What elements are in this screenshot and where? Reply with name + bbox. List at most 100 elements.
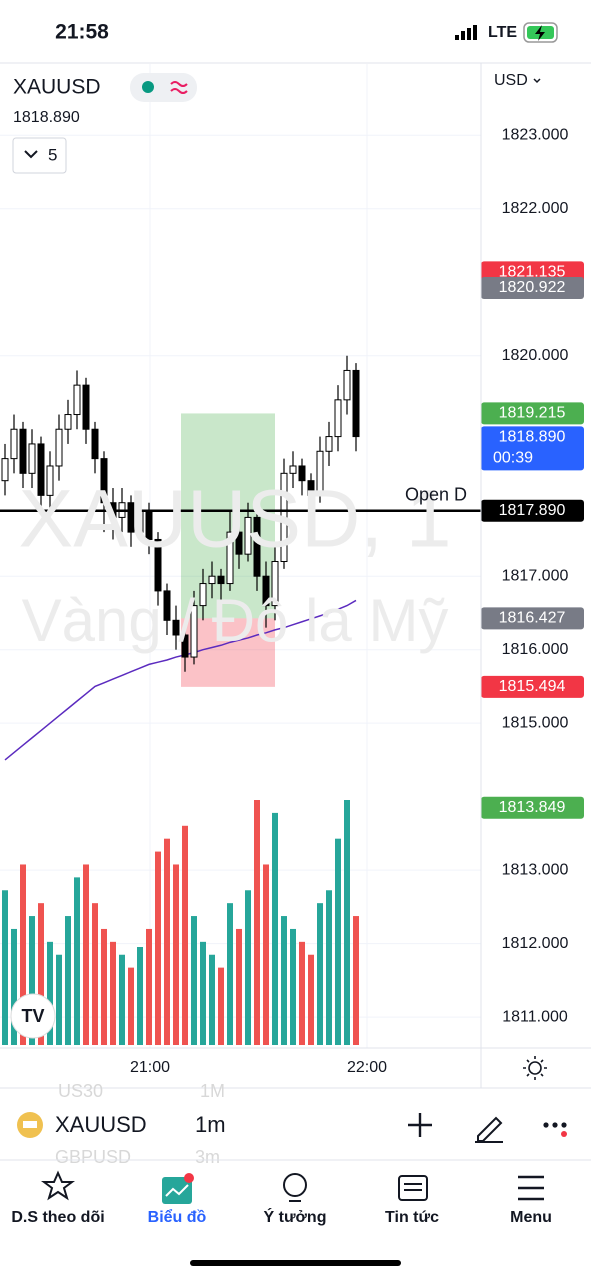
price-label-bg [481, 607, 584, 630]
ghost-symbol: US30 [58, 1081, 103, 1101]
candle-body [199, 583, 207, 607]
indicators-toggle[interactable] [12, 137, 67, 174]
volume-bar [335, 838, 341, 1045]
candle-body [163, 590, 171, 621]
settings-rays [523, 1056, 547, 1080]
y-tick-label: 1815.000 [502, 714, 569, 731]
nav-label[interactable]: D.S theo dõi [11, 1209, 104, 1226]
volume-bar [29, 916, 35, 1045]
nav-icon[interactable] [162, 1177, 192, 1204]
volume-bar [272, 812, 278, 1045]
price-label: 1817.890 [499, 502, 566, 519]
nav-icon[interactable] [398, 1175, 428, 1201]
nav-label[interactable]: Ý tưởng [264, 1207, 327, 1226]
toolbar: US30 1M GBPUSD 3m XAUUSD 1m [0, 1081, 591, 1167]
profit-zone [181, 413, 275, 619]
chevron [533, 78, 541, 84]
add-button[interactable] [408, 1113, 432, 1137]
nav-label[interactable]: Menu [510, 1209, 552, 1226]
more[interactable] [543, 1122, 549, 1128]
volume-bar [47, 941, 53, 1045]
volume-bar [83, 864, 89, 1045]
volume-bar [290, 928, 296, 1045]
candle-body [325, 436, 333, 452]
toolbar-symbol[interactable]: XAUUSD [55, 1112, 147, 1137]
signal [455, 35, 459, 40]
candle-body [172, 619, 180, 636]
status-bar: 21:58 LTE [55, 21, 558, 44]
volume-bar [101, 928, 107, 1045]
volume-bar [119, 954, 125, 1045]
volume-bar [200, 941, 206, 1045]
watermark: XAUUSD, 1 [19, 474, 452, 565]
volume-bar [182, 825, 188, 1045]
candle-body [73, 384, 81, 416]
nav-icon-lines [404, 1183, 422, 1191]
candle-body [280, 472, 288, 563]
candle-body [244, 516, 252, 555]
volume-bar [281, 916, 287, 1045]
toolbar-interval[interactable]: 1m [195, 1112, 226, 1137]
candle-body [10, 428, 18, 460]
nav-icon[interactable] [518, 1175, 544, 1201]
volume-bar [137, 947, 143, 1045]
candle-body [235, 531, 243, 555]
home-indicator [190, 1260, 401, 1266]
volume-bar [2, 890, 8, 1045]
candle-body [262, 575, 270, 607]
volume-bar [209, 954, 215, 1045]
draw-button[interactable] [475, 1116, 503, 1143]
clock: 21:58 [55, 21, 109, 44]
battery [523, 22, 558, 43]
volume-bar [11, 928, 17, 1045]
nav-icon[interactable] [283, 1173, 307, 1197]
last-price: 1818.890 [13, 109, 80, 126]
price-label: 1821.135 [499, 264, 566, 281]
volume-bar [56, 954, 62, 1045]
settings-icon[interactable] [528, 1061, 542, 1075]
nav-label[interactable]: Tin tức [385, 1209, 439, 1226]
candle-body [154, 538, 162, 592]
price-label: 1819.215 [499, 405, 566, 422]
price-label-bg [481, 796, 584, 819]
signal [467, 28, 471, 40]
y-tick-label: 1823.000 [502, 127, 569, 144]
candle-body [37, 443, 45, 496]
y-tick-label: 1822.000 [502, 200, 569, 217]
nav-bar: D.S theo dõi Biểu đồ Ý tưởng Tin tức Men… [11, 1170, 552, 1226]
countdown: 00:39 [493, 450, 533, 467]
candle-body [19, 428, 27, 474]
y-tick-label: 1820.000 [502, 347, 569, 364]
candle-body [298, 465, 306, 482]
candle-body [1, 458, 9, 482]
status-pill[interactable] [130, 73, 197, 102]
candle-body [127, 502, 135, 533]
candle-body [307, 480, 315, 496]
more [552, 1122, 558, 1128]
nav-icon[interactable] [41, 1170, 75, 1201]
market-open [142, 81, 154, 93]
y-tick-label: 1817.000 [502, 567, 569, 584]
signal [473, 25, 477, 40]
price-label-bg [481, 499, 584, 522]
volume-bar [236, 928, 242, 1045]
y-tick-label: 1816.000 [502, 641, 569, 658]
nav-icon-line [165, 1184, 189, 1197]
nav-label[interactable]: Biểu đồ [148, 1208, 207, 1226]
volume-bar [92, 903, 98, 1045]
volume-bar [155, 851, 161, 1045]
volume-bar [146, 928, 152, 1045]
price-label: 1815.494 [499, 678, 566, 695]
volume-bar [191, 916, 197, 1045]
currency[interactable]: USD [494, 72, 528, 89]
volume-bar [308, 954, 314, 1045]
x-tick-label: 21:00 [130, 1059, 170, 1076]
volume-bar [245, 890, 251, 1045]
symbol[interactable]: XAUUSD [13, 76, 101, 99]
price-label-bg [481, 675, 584, 698]
candle-body [91, 428, 99, 460]
price-label: 1818.890 [499, 429, 566, 446]
indicator-count: 5 [48, 145, 57, 164]
logo[interactable] [10, 993, 56, 1039]
volume-bar [38, 903, 44, 1045]
